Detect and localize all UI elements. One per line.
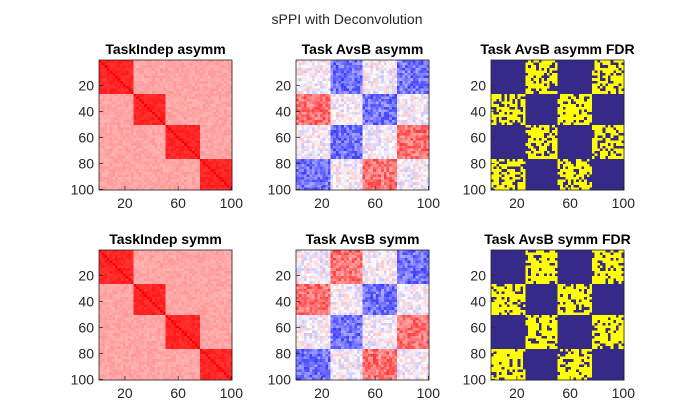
axes-box bbox=[490, 59, 625, 191]
heatmap-panel: TaskIndep symm 20 60 100 20 40 60 80 100 bbox=[71, 231, 244, 401]
axes-box bbox=[295, 59, 430, 191]
x-tick-label: 20 bbox=[314, 385, 330, 401]
y-tick-label: 80 bbox=[78, 345, 94, 361]
heatmap-panel: TaskIndep asymm 20 60 100 20 40 60 80 100 bbox=[71, 41, 244, 211]
y-tick-label: 60 bbox=[275, 129, 291, 145]
y-tick-label: 40 bbox=[275, 293, 291, 309]
y-tick-label: 80 bbox=[275, 155, 291, 171]
x-tick-label: 100 bbox=[612, 195, 636, 211]
y-tick-label: 80 bbox=[275, 345, 291, 361]
x-tick-label: 60 bbox=[367, 385, 383, 401]
x-tick-label: 60 bbox=[170, 195, 186, 211]
heatmap-cells bbox=[296, 250, 430, 381]
y-tick-label: 100 bbox=[268, 371, 292, 387]
y-tick-label: 40 bbox=[470, 293, 486, 309]
y-tick-label: 20 bbox=[470, 267, 486, 283]
y-tick-label: 20 bbox=[470, 77, 486, 93]
x-tick-label: 100 bbox=[417, 195, 441, 211]
x-tick-label: 100 bbox=[220, 195, 244, 211]
x-tick-label: 20 bbox=[117, 195, 133, 211]
x-tick-label: 100 bbox=[612, 385, 636, 401]
x-tick-label: 60 bbox=[562, 385, 578, 401]
y-tick-label: 40 bbox=[78, 103, 94, 119]
y-tick-label: 60 bbox=[275, 319, 291, 335]
x-tick-label: 20 bbox=[509, 195, 525, 211]
y-tick-label: 60 bbox=[470, 319, 486, 335]
y-tick-label: 80 bbox=[470, 155, 486, 171]
y-tick-label: 40 bbox=[275, 103, 291, 119]
heatmap-panel: Task AvsB symm FDR 20 60 100 20 40 60 80 100 bbox=[463, 231, 636, 401]
panel-title: Task AvsB symm bbox=[306, 231, 420, 247]
heatmap-cells bbox=[296, 60, 430, 191]
heatmap-panel: Task AvsB asymm 20 60 100 20 40 60 80 100 bbox=[268, 41, 441, 211]
heatmap-cells bbox=[491, 60, 625, 191]
heatmap-cells bbox=[99, 250, 233, 381]
y-tick-label: 100 bbox=[463, 371, 487, 387]
x-tick-label: 20 bbox=[117, 385, 133, 401]
x-tick-label: 60 bbox=[562, 195, 578, 211]
x-tick-label: 60 bbox=[170, 385, 186, 401]
x-tick-label: 100 bbox=[417, 385, 441, 401]
y-tick-label: 60 bbox=[470, 129, 486, 145]
y-tick-label: 100 bbox=[463, 181, 487, 197]
panel-title: TaskIndep symm bbox=[109, 231, 222, 247]
panel-title: TaskIndep asymm bbox=[105, 41, 225, 57]
y-tick-label: 100 bbox=[71, 181, 95, 197]
y-tick-label: 40 bbox=[78, 293, 94, 309]
y-tick-label: 20 bbox=[275, 77, 291, 93]
x-tick-label: 60 bbox=[367, 195, 383, 211]
axes-box bbox=[98, 59, 233, 191]
y-tick-label: 60 bbox=[78, 129, 94, 145]
axes-box bbox=[490, 249, 625, 381]
x-tick-label: 20 bbox=[509, 385, 525, 401]
heatmap-panel: Task AvsB symm 20 60 100 20 40 60 80 100 bbox=[268, 231, 441, 401]
y-tick-label: 100 bbox=[71, 371, 95, 387]
heatmap-panel: Task AvsB asymm FDR 20 60 100 20 40 60 80 100 bbox=[463, 41, 636, 211]
y-tick-label: 80 bbox=[470, 345, 486, 361]
y-tick-label: 80 bbox=[78, 155, 94, 171]
axes-box bbox=[295, 249, 430, 381]
y-tick-label: 20 bbox=[78, 77, 94, 93]
figure-suptitle: sPPI with Deconvolution bbox=[272, 11, 423, 27]
heatmap-cells bbox=[491, 250, 625, 381]
y-tick-label: 20 bbox=[78, 267, 94, 283]
panel-title: Task AvsB symm FDR bbox=[484, 231, 631, 247]
panel-title: Task AvsB asymm bbox=[302, 41, 424, 57]
x-tick-label: 100 bbox=[220, 385, 244, 401]
axes-box bbox=[98, 249, 233, 381]
y-tick-label: 20 bbox=[275, 267, 291, 283]
y-tick-label: 60 bbox=[78, 319, 94, 335]
panel-title: Task AvsB asymm FDR bbox=[480, 41, 634, 57]
heatmap-cells bbox=[99, 60, 233, 191]
y-tick-label: 40 bbox=[470, 103, 486, 119]
x-tick-label: 20 bbox=[314, 195, 330, 211]
y-tick-label: 100 bbox=[268, 181, 292, 197]
